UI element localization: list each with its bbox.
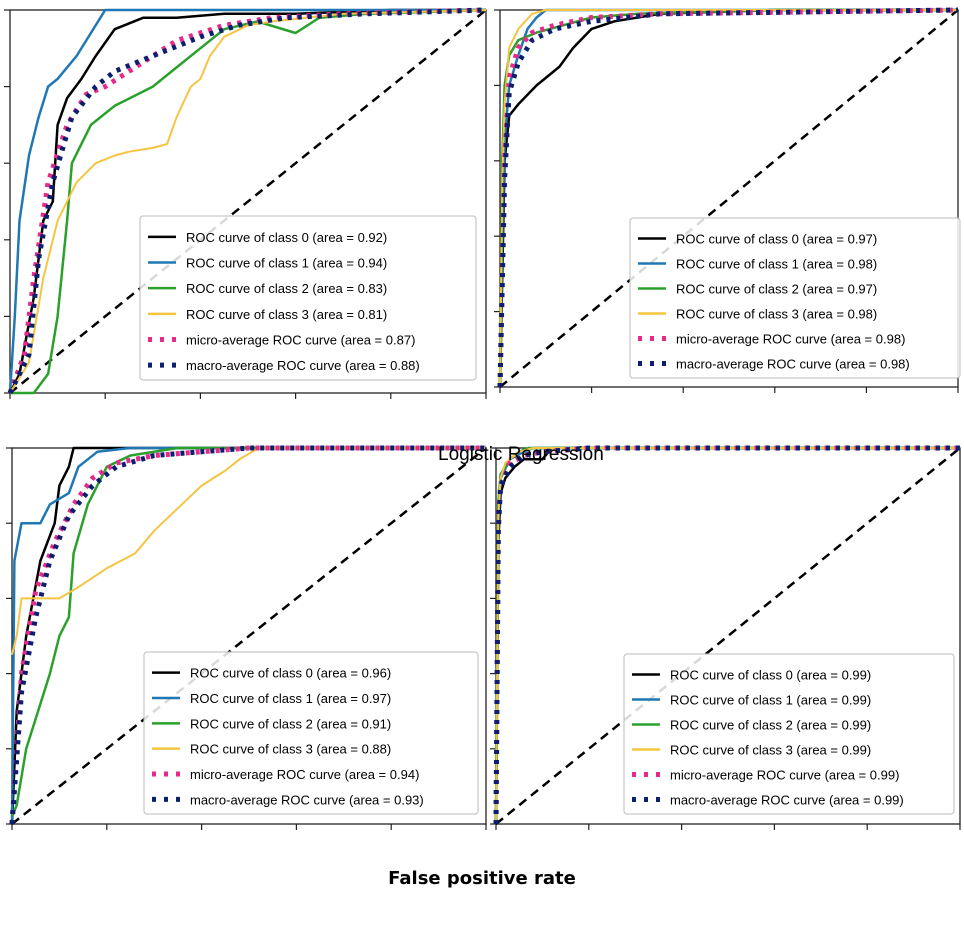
legend-label: macro-average ROC curve (area = 0.93) (190, 792, 424, 807)
x-axis-label: False positive rate (388, 868, 576, 889)
series-micro (9, 445, 486, 825)
legend-label: ROC curve of class 2 (area = 0.91) (190, 716, 391, 731)
legend-box (629, 217, 961, 379)
legend-label: ROC curve of class 0 (area = 0.96) (190, 666, 391, 681)
legend-label: micro-average ROC curve (area = 0.98) (676, 332, 905, 347)
legend-label: ROC curve of class 2 (area = 0.97) (676, 282, 877, 297)
legend-label: macro-average ROC curve (area = 0.98) (676, 357, 910, 372)
series-class-0 (8, 8, 486, 394)
series-class-2 (10, 446, 486, 817)
legend-label: ROC curve of class 3 (area = 0.98) (676, 307, 877, 322)
legend-label: ROC curve of class 3 (area = 0.88) (190, 742, 391, 757)
legend-label: macro-average ROC curve (area = 0.99) (670, 793, 904, 808)
series-class-3 (9, 9, 487, 394)
legend-box (143, 651, 479, 815)
legend-label: micro-average ROC curve (area = 0.99) (670, 768, 899, 783)
legend-label: ROC curve of class 2 (area = 0.99) (670, 718, 871, 733)
series-class-3 (11, 447, 486, 656)
legend-label: ROC curve of class 1 (area = 0.97) (190, 691, 391, 706)
legend-label: ROC curve of class 0 (area = 0.97) (676, 232, 877, 247)
roc-panel-1: ROC curve of class 0 (area = 0.97) ROC cu… (494, 7, 961, 393)
series-class-1 (10, 446, 486, 825)
chance-line (499, 9, 959, 388)
legend-label: ROC curve of class 0 (area = 0.99) (670, 668, 871, 683)
roc-panel-2: ROC curve of class 0 (area = 0.96) ROC cu… (6, 445, 487, 830)
overlay-title: Logistic Regression (438, 444, 604, 465)
chance-line (495, 447, 961, 825)
legend-label: ROC curve of class 1 (area = 0.99) (670, 693, 871, 708)
legend-box (623, 653, 955, 815)
legend-label: micro-average ROC curve (area = 0.87) (186, 333, 415, 348)
legend-label: micro-average ROC curve (area = 0.94) (190, 767, 419, 782)
roc-panel-3: ROC curve of class 0 (area = 0.99) ROC cu… (490, 445, 961, 830)
roc-panel-0: ROC curve of class 0 (area = 0.92) ROC cu… (4, 7, 487, 399)
series-class-3 (495, 447, 960, 825)
series-class-2 (10, 8, 487, 395)
chance-line (11, 447, 487, 825)
chance-line (9, 9, 487, 394)
legend-label: ROC curve of class 3 (area = 0.81) (186, 307, 387, 322)
legend-label: macro-average ROC curve (area = 0.88) (186, 358, 420, 373)
legend-label: ROC curve of class 3 (area = 0.99) (670, 743, 871, 758)
legend-box (139, 215, 477, 381)
series-macro (9, 445, 486, 825)
series-macro (497, 7, 959, 388)
series-macro (493, 445, 960, 825)
legend-label: ROC curve of class 1 (area = 0.98) (676, 257, 877, 272)
series-macro (7, 7, 487, 395)
series-class-1 (8, 8, 486, 394)
series-micro (493, 445, 960, 825)
legend-label: ROC curve of class 1 (area = 0.94) (186, 256, 387, 271)
legend-label: ROC curve of class 0 (area = 0.92) (186, 230, 387, 245)
legend-label: ROC curve of class 2 (area = 0.83) (186, 281, 387, 296)
